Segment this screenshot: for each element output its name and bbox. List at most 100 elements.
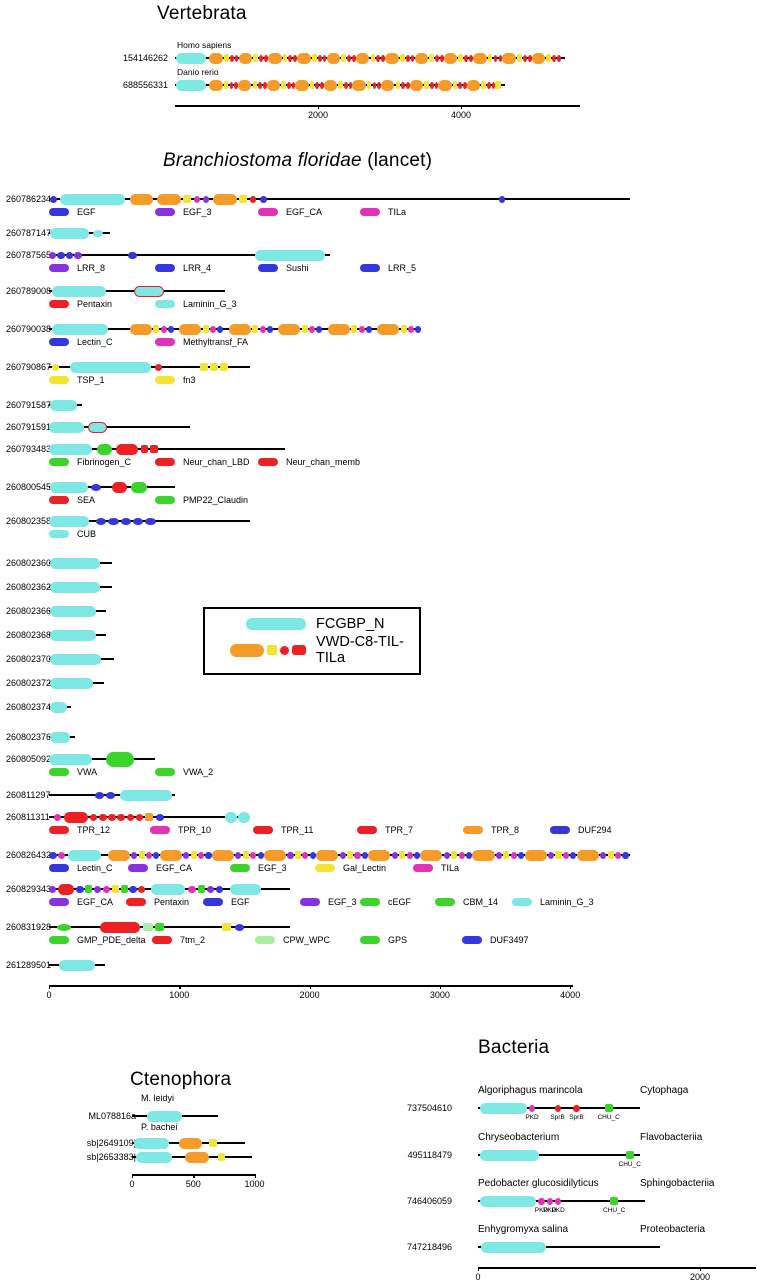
EGF_CA-icon [49,898,69,906]
domain-capsule [267,52,282,64]
cEGF-icon [360,898,380,906]
domain-dot [76,885,84,893]
section-title-vertebrata: Vertebrata [157,3,247,24]
axis-tick [193,1174,195,1178]
domain-dot [600,851,607,859]
domain-rect [217,1153,226,1161]
Neur_chan_memb-icon [258,458,278,466]
domain-capsule [49,399,77,411]
domain-name: LRR_4 [183,263,212,273]
domain-rect [338,81,343,89]
domain-dot [486,81,491,89]
sequence-id: 260802370 [6,654,52,664]
domain-dot [443,851,450,859]
domain-capsule [176,79,206,91]
domain-rect [424,81,429,89]
EGF-icon [49,208,69,216]
CPW_WPC-icon [255,936,275,944]
domain-rect [197,885,205,893]
domain-legend-CPW_WPC: CPW_WPC [255,935,330,945]
sequence-id: 260787565 [6,250,52,260]
domain-dot [343,81,348,89]
domain-label: CHU_C [597,1114,620,1121]
domain-rect [366,81,372,89]
domain-name: VWA_2 [183,767,214,777]
domain-capsule [51,323,108,335]
domain-dot [58,851,66,859]
domain-name: SEA [77,495,96,505]
domain-dot [90,483,102,491]
domain-rect [309,81,315,89]
domain-dot [250,851,257,859]
domain-rect [555,851,562,859]
axis-tick-label: 2000 [299,990,320,1000]
TILa-icon [413,864,433,872]
domain-capsule [414,52,429,64]
domain-dot [198,851,205,859]
sequence-id: 260791587 [6,400,52,410]
species-label: Sphingobacteriia [640,1178,715,1189]
domain-legend-Lectin_C: Lectin_C [49,863,113,873]
domain-dot [555,1197,562,1205]
axis-tick [49,985,51,989]
sequence-id: 260831928 [6,922,52,932]
domain-legend-DUF3497: DUF3497 [462,935,529,945]
domain-rect [138,851,145,859]
domain-dot [365,325,372,333]
domain-capsule [209,52,223,64]
domain-capsule [472,849,495,861]
domain-dot [391,851,398,859]
sequence-id: 737504610 [406,1103,452,1113]
domain-name: EGF [231,897,250,907]
domain-legend-Laminin_G_3: Laminin_G_3 [512,897,594,907]
species-label: Homo sapiens [177,40,232,50]
domain-dot [259,54,263,62]
domain-rect [223,54,229,62]
domain-dot [183,851,190,859]
domain-dot [309,325,316,333]
domain-dot [554,1104,561,1112]
domain-label: SprB [569,1114,584,1121]
domain-rect [429,54,434,62]
domain-dot [548,851,555,859]
domain-capsule [524,849,547,861]
protein-backbone [49,448,286,450]
domain-label: PKD [543,1207,557,1214]
domain-capsule [278,323,301,335]
domain-rect [341,54,346,62]
domain-dot [495,851,503,859]
domain-legend-Neur_chan_LBD: Neur_chan_LBD [155,457,250,467]
domain-label: CHU_C [618,1161,641,1168]
domain-legend-EGF_3: EGF_3 [230,863,287,873]
domain-dot [469,54,473,62]
domain-dot [126,813,134,821]
domain-rect [625,1151,634,1159]
domain-capsule [420,849,443,861]
domain-dot [491,81,496,89]
domain-rect [610,1197,619,1205]
sequence-id: 260793483 [6,444,52,454]
domain-dot [518,851,525,859]
TPR_7-icon [357,826,377,834]
legend-row-fcgbp: FCGBP_N [211,616,413,632]
domain-legend-TPR_12: TPR_12 [49,825,110,835]
domain-label: CHU_C [602,1207,626,1214]
axis-tick-label: 0 [129,1179,135,1189]
EGF_3-icon [155,208,175,216]
domain-capsule [63,811,89,823]
species-label: Algoriphagus marincola [478,1085,583,1096]
domain-name: Neur_chan_memb [286,457,361,467]
domain-dot [65,251,74,259]
domain-name: EGF_3 [258,863,287,873]
domain-dot [229,81,234,89]
sequence-id: 260805092 [6,754,52,764]
tila-domain-icon [292,645,306,656]
domain-name: EGF_3 [328,897,357,907]
domain-capsule [368,849,391,861]
sequence-id: 260789008 [6,286,52,296]
species-label: Danio rerio [177,67,219,77]
TPR_8-icon [463,826,483,834]
axis-tick-label: 0 [46,990,52,1000]
sequence-id: 154146262 [122,53,168,63]
